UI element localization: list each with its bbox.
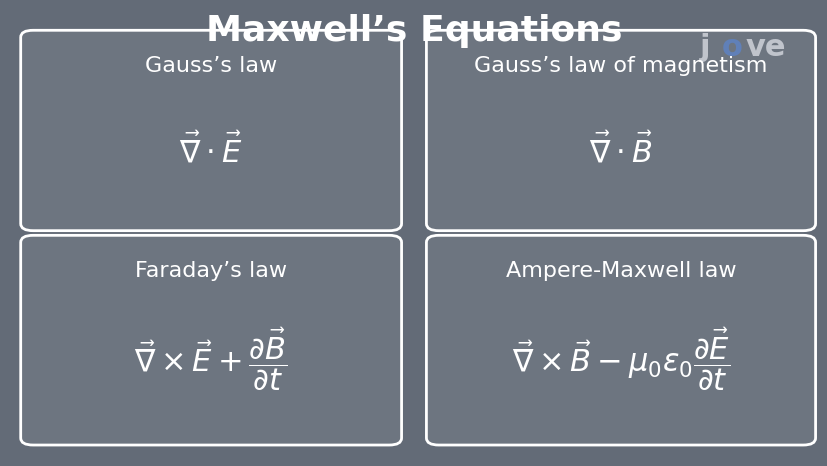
Text: Gauss’s law of magnetism: Gauss’s law of magnetism [474,56,767,76]
Text: j: j [699,33,710,62]
Text: Ampere-Maxwell law: Ampere-Maxwell law [505,261,735,281]
FancyBboxPatch shape [21,235,401,445]
Text: Gauss’s law: Gauss’s law [145,56,277,76]
FancyBboxPatch shape [21,30,401,231]
Text: $\vec{\nabla} \cdot \vec{B}$: $\vec{\nabla} \cdot \vec{B}$ [588,131,653,167]
Text: Maxwell’s Equations: Maxwell’s Equations [205,14,622,48]
FancyBboxPatch shape [426,235,815,445]
Text: o: o [721,33,742,62]
FancyBboxPatch shape [426,30,815,231]
Text: Faraday’s law: Faraday’s law [135,261,287,281]
Text: $\vec{\nabla} \times \vec{B} - \mu_0 \varepsilon_0 \dfrac{\partial \vec{E}}{\par: $\vec{\nabla} \times \vec{B} - \mu_0 \va… [511,325,729,393]
Text: ve: ve [744,33,785,62]
Text: $\vec{\nabla} \cdot \vec{E}$: $\vec{\nabla} \cdot \vec{E}$ [179,131,242,167]
Text: $\vec{\nabla} \times \vec{E} + \dfrac{\partial \vec{B}}{\partial t}$: $\vec{\nabla} \times \vec{E} + \dfrac{\p… [134,325,288,393]
